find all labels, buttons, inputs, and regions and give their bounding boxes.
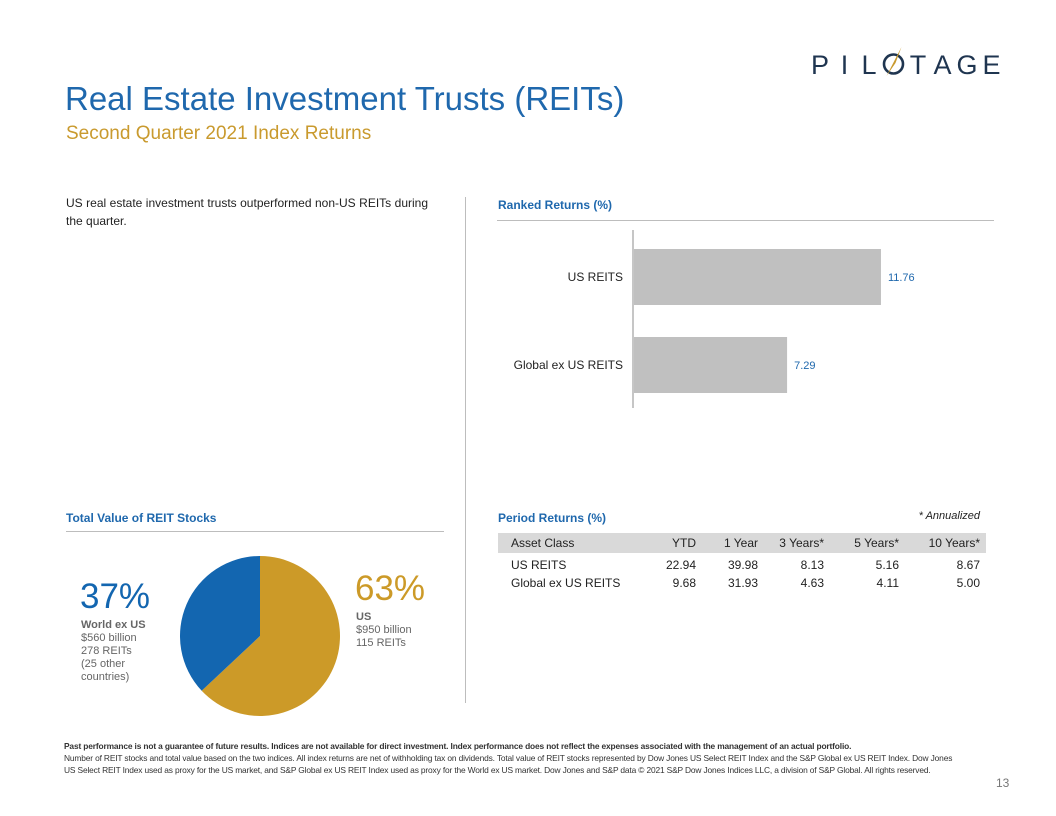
col-10-years: 10 Years* xyxy=(905,533,986,553)
world-name: World ex US xyxy=(81,619,146,631)
table-header-row: Asset Class YTD 1 Year 3 Years* 5 Years*… xyxy=(498,533,986,553)
logo-letter: I xyxy=(841,50,849,80)
chart-data-label: 7.29 xyxy=(794,360,815,372)
col-ytd: YTD xyxy=(648,533,702,553)
cell-asset: Global ex US REITS xyxy=(511,576,621,590)
us-name: US xyxy=(356,611,372,623)
col-3-years: 3 Years* xyxy=(764,533,830,553)
ranked-returns-rule xyxy=(497,220,994,221)
page-subtitle: Second Quarter 2021 Index Returns xyxy=(66,123,372,144)
intro-text: US real estate investment trusts outperf… xyxy=(66,196,428,228)
us-count: 115 REITs xyxy=(356,637,406,649)
cell-5-years: 5.16 xyxy=(875,558,899,572)
total-value-rule xyxy=(66,531,444,532)
cell-asset: US REITS xyxy=(511,558,567,572)
footer-bold: Past performance is not a guarantee of f… xyxy=(64,741,852,751)
total-value-title: Total Value of REIT Stocks xyxy=(66,511,217,525)
world-value: $560 billion xyxy=(81,632,137,644)
annualized-note: * Annualized xyxy=(918,510,980,522)
reit-value-pie xyxy=(180,556,340,716)
world-note-1: (25 other xyxy=(81,658,126,670)
logo-letter: A xyxy=(933,50,951,80)
chart-bar xyxy=(634,249,881,305)
world-label: World ex US $560 billion 278 REITs (25 o… xyxy=(81,619,146,684)
cell-1-year: 39.98 xyxy=(727,558,758,572)
world-count: 278 REITs xyxy=(81,645,132,657)
world-pct: 37% xyxy=(80,577,151,616)
cell-3-years: 4.63 xyxy=(800,576,824,590)
logo-letter: L xyxy=(861,50,876,80)
cell-10-years: 5.00 xyxy=(956,576,980,590)
cell-3-years: 8.13 xyxy=(800,558,824,572)
cell-ytd: 22.94 xyxy=(665,558,696,572)
logo-o-ring xyxy=(882,53,905,75)
ranked-returns-title: Ranked Returns (%) xyxy=(498,198,613,212)
period-returns-title: Period Returns (%) xyxy=(498,511,607,525)
world-note-2: countries) xyxy=(81,671,130,683)
chart-bar xyxy=(634,337,788,393)
page-number: 13 xyxy=(996,776,1010,790)
table-row: Global ex US REITS 9.68 31.93 4.63 4.11 … xyxy=(498,573,986,593)
period-returns-table: Asset Class YTD 1 Year 3 Years* 5 Years*… xyxy=(498,533,986,593)
chart-data-label: 11.76 xyxy=(888,272,915,284)
disclosure-footer: Past performance is not a guarantee of f… xyxy=(64,740,954,776)
page-title: Real Estate Investment Trusts (REITs) xyxy=(65,80,625,117)
col-asset-class: Asset Class xyxy=(498,533,648,553)
cell-1-year: 31.93 xyxy=(727,576,758,590)
column-divider xyxy=(465,197,466,703)
col-5-years: 5 Years* xyxy=(830,533,905,553)
us-label: US $950 billion 115 REITs xyxy=(356,611,412,650)
logo-letter: G xyxy=(956,50,977,80)
logo-letter: P xyxy=(811,50,829,80)
logo-letter: E xyxy=(982,50,1000,80)
footer-text: Number of REIT stocks and total value ba… xyxy=(64,753,953,775)
cell-5-years: 4.11 xyxy=(876,576,899,590)
us-pct: 63% xyxy=(355,569,426,608)
cell-10-years: 8.67 xyxy=(956,558,980,572)
col-1-year: 1 Year xyxy=(702,533,764,553)
pie-slice-world-ex-us xyxy=(180,556,260,691)
logo-sail xyxy=(886,47,902,76)
logo-letter: T xyxy=(910,50,927,80)
ranked-returns-chart: US REITS 11.76 Global ex US REITS 7.29 xyxy=(514,230,915,408)
chart-category-label: US REITS xyxy=(568,270,623,284)
table-row: US REITS 22.94 39.98 8.13 5.16 8.67 xyxy=(498,553,986,573)
pie-slice-us xyxy=(201,556,340,716)
cell-ytd: 9.68 xyxy=(672,576,696,590)
chart-category-label: Global ex US REITS xyxy=(514,358,623,372)
us-value: $950 billion xyxy=(356,624,412,636)
